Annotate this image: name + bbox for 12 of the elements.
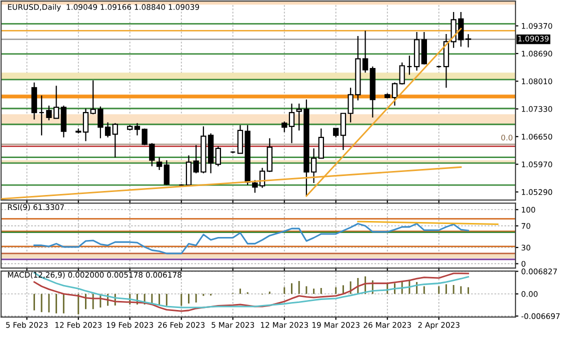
candlestick: [134, 122, 140, 136]
candlestick: [282, 120, 288, 133]
candlestick: [318, 128, 324, 159]
candlestick: [82, 108, 89, 142]
candlestick: [156, 156, 162, 171]
candlestick: [112, 122, 118, 158]
candlestick: [406, 55, 412, 76]
candlestick: [164, 160, 170, 186]
line-series: [33, 222, 470, 254]
candlestick: [288, 103, 295, 144]
candlestick: [215, 146, 221, 167]
candlestick: [38, 94, 44, 136]
